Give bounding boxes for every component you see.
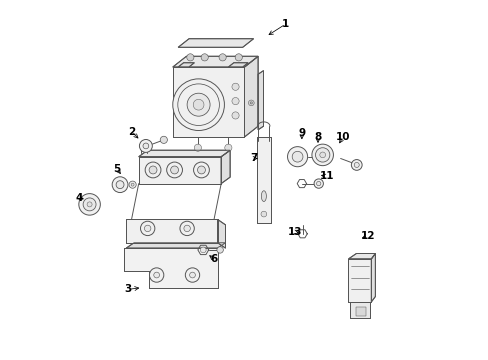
Circle shape [83,198,96,211]
Circle shape [131,183,134,186]
Polygon shape [178,63,194,67]
Circle shape [193,162,209,178]
Circle shape [194,144,201,151]
Circle shape [311,144,333,166]
Polygon shape [370,253,375,302]
Circle shape [170,166,178,174]
Text: 9: 9 [298,129,305,138]
Circle shape [189,272,195,278]
Circle shape [166,162,182,178]
Bar [355,307,366,316]
Text: 2: 2 [128,127,135,136]
Polygon shape [258,71,263,130]
Polygon shape [257,137,270,223]
Circle shape [186,54,194,61]
Polygon shape [124,248,217,288]
Polygon shape [139,150,230,157]
Text: 7: 7 [249,153,257,163]
Circle shape [160,136,167,143]
Polygon shape [349,302,369,318]
Polygon shape [348,253,375,259]
Ellipse shape [261,191,266,202]
Text: 1: 1 [282,19,289,29]
Polygon shape [172,56,258,67]
Circle shape [139,139,152,152]
Polygon shape [178,39,253,47]
Circle shape [87,202,92,207]
Polygon shape [217,220,225,248]
Text: 13: 13 [287,227,301,237]
Circle shape [261,211,266,217]
Polygon shape [172,67,244,137]
Circle shape [142,143,148,149]
Circle shape [231,112,239,119]
Circle shape [185,268,199,282]
Circle shape [217,247,223,253]
Circle shape [183,225,190,231]
Circle shape [287,147,307,167]
Circle shape [231,98,239,105]
Circle shape [197,166,205,174]
Circle shape [172,79,224,131]
Circle shape [180,221,194,235]
Circle shape [187,93,210,116]
Text: 12: 12 [360,231,375,240]
Circle shape [250,102,252,104]
Text: 11: 11 [319,171,333,181]
Circle shape [315,148,329,162]
Circle shape [292,151,303,162]
Polygon shape [126,243,225,248]
Polygon shape [139,157,221,184]
Circle shape [145,162,161,178]
Circle shape [316,181,320,186]
Polygon shape [244,56,258,137]
Circle shape [313,179,323,188]
Circle shape [200,247,206,253]
Circle shape [219,54,226,61]
Circle shape [315,153,322,160]
Circle shape [79,194,100,215]
Circle shape [149,166,157,174]
Circle shape [149,268,163,282]
Text: 4: 4 [76,193,83,203]
Circle shape [144,225,151,231]
Circle shape [319,152,325,158]
Text: 10: 10 [335,132,349,142]
Circle shape [178,84,219,126]
Circle shape [112,177,128,193]
Circle shape [201,54,208,61]
Polygon shape [348,259,370,302]
Text: 8: 8 [314,132,321,142]
Circle shape [116,181,124,189]
Polygon shape [126,220,217,243]
Circle shape [140,221,155,235]
Polygon shape [221,150,230,184]
Circle shape [353,162,359,167]
Text: 3: 3 [124,284,131,294]
Circle shape [129,181,136,188]
Circle shape [248,100,254,106]
Circle shape [224,144,231,151]
Circle shape [351,159,362,170]
Polygon shape [228,63,247,67]
Text: 6: 6 [210,254,217,264]
Text: 5: 5 [113,164,121,174]
Circle shape [231,83,239,90]
Circle shape [153,272,159,278]
Circle shape [235,54,242,61]
Circle shape [193,99,203,110]
